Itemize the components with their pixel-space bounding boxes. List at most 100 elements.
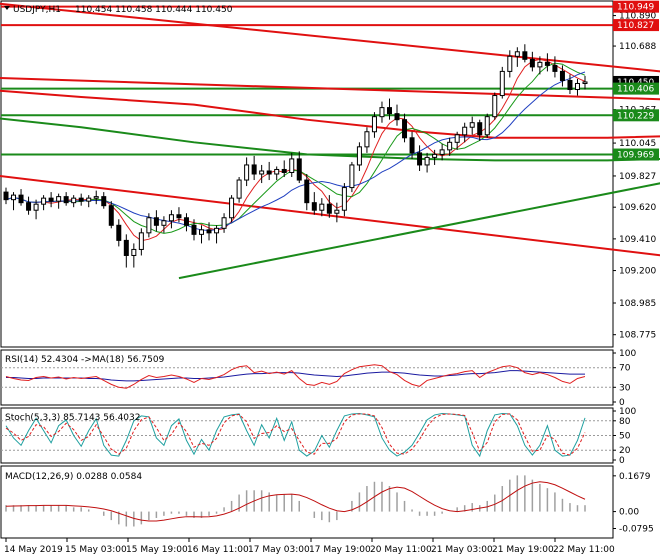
- candle[interactable]: [3, 187, 9, 205]
- candle-body-bull: [319, 203, 325, 211]
- candle[interactable]: [259, 164, 265, 184]
- candle[interactable]: [334, 202, 340, 223]
- candle[interactable]: [341, 183, 347, 217]
- candle[interactable]: [93, 190, 99, 205]
- candle[interactable]: [48, 192, 54, 208]
- candle-body-bull: [41, 197, 47, 205]
- candle[interactable]: [108, 201, 114, 229]
- candle[interactable]: [206, 222, 212, 241]
- candle[interactable]: [477, 119, 483, 141]
- candle[interactable]: [274, 166, 280, 181]
- candle[interactable]: [582, 75, 588, 90]
- main-y-tick-label: 109.410: [619, 235, 656, 245]
- candle[interactable]: [409, 131, 415, 159]
- candle[interactable]: [394, 104, 400, 126]
- candle[interactable]: [86, 195, 92, 208]
- price-tag-box: [613, 148, 659, 161]
- candle[interactable]: [153, 210, 159, 232]
- candle[interactable]: [574, 78, 580, 96]
- candle-body-bull: [447, 141, 453, 151]
- candle[interactable]: [229, 195, 235, 223]
- x-axis-label: 14 May 2019: [4, 545, 63, 555]
- candle[interactable]: [326, 195, 332, 218]
- candle-body-bull: [432, 153, 438, 158]
- candle-body-bear: [552, 64, 558, 72]
- candle[interactable]: [33, 199, 39, 220]
- candle-body-bear: [183, 217, 189, 226]
- candle[interactable]: [462, 122, 468, 143]
- candle[interactable]: [311, 192, 317, 215]
- candle[interactable]: [176, 207, 182, 223]
- candle[interactable]: [244, 157, 250, 187]
- candle[interactable]: [364, 127, 370, 153]
- candle[interactable]: [138, 228, 144, 256]
- candle[interactable]: [214, 225, 220, 244]
- candle[interactable]: [11, 192, 17, 211]
- candle[interactable]: [537, 56, 543, 75]
- macd-panel[interactable]: [0, 465, 614, 539]
- candle[interactable]: [319, 198, 325, 217]
- candle[interactable]: [349, 161, 355, 193]
- candle[interactable]: [63, 192, 69, 206]
- candle[interactable]: [56, 193, 62, 209]
- dropdown-triangle-icon[interactable]: [4, 6, 10, 10]
- candle[interactable]: [131, 243, 137, 268]
- candle[interactable]: [447, 137, 453, 156]
- candle[interactable]: [41, 195, 47, 211]
- candle[interactable]: [78, 193, 84, 206]
- axis-labels-layer: 110.949110.890110.688110.406110.267110.0…: [4, 0, 659, 555]
- candle[interactable]: [183, 213, 189, 232]
- candle[interactable]: [18, 189, 24, 206]
- candle[interactable]: [168, 210, 174, 229]
- candle[interactable]: [379, 101, 385, 123]
- candle[interactable]: [559, 65, 565, 87]
- candle[interactable]: [221, 213, 227, 233]
- candle[interactable]: [522, 44, 528, 63]
- candle[interactable]: [146, 213, 152, 238]
- candle[interactable]: [507, 50, 513, 78]
- candle[interactable]: [544, 53, 550, 72]
- sub-y-tick-label: 0: [619, 456, 625, 466]
- candle[interactable]: [552, 56, 558, 78]
- candle[interactable]: [101, 192, 107, 209]
- candle[interactable]: [161, 216, 167, 233]
- macd-y-tick-label: -0.0795: [619, 525, 654, 535]
- candle[interactable]: [499, 66, 505, 99]
- x-axis-label: 20 May 11:00: [370, 545, 432, 555]
- candle[interactable]: [469, 116, 475, 135]
- candle[interactable]: [417, 145, 423, 171]
- candle[interactable]: [567, 74, 573, 95]
- candle[interactable]: [123, 234, 129, 268]
- candle[interactable]: [356, 142, 362, 171]
- candle[interactable]: [236, 177, 242, 203]
- x-axis-label: 17 May 03:00: [248, 545, 310, 555]
- candle[interactable]: [116, 219, 122, 247]
- candle[interactable]: [492, 92, 498, 120]
- candle[interactable]: [529, 51, 535, 72]
- candle[interactable]: [26, 196, 32, 215]
- candle[interactable]: [296, 151, 302, 184]
- candle[interactable]: [199, 225, 205, 244]
- candle[interactable]: [484, 113, 490, 138]
- candle[interactable]: [402, 113, 408, 143]
- candle[interactable]: [289, 152, 295, 178]
- candle[interactable]: [281, 160, 287, 178]
- candle[interactable]: [251, 155, 257, 181]
- candle[interactable]: [424, 152, 430, 173]
- candle[interactable]: [386, 98, 392, 120]
- candle-body-bear: [409, 137, 415, 154]
- rsi-line: [5, 364, 586, 389]
- candle[interactable]: [371, 112, 377, 138]
- candle[interactable]: [514, 47, 520, 67]
- candle[interactable]: [432, 149, 438, 165]
- candle[interactable]: [266, 161, 272, 181]
- candle[interactable]: [439, 143, 445, 161]
- candle[interactable]: [304, 174, 310, 211]
- candle[interactable]: [454, 131, 460, 150]
- candle-body-bear: [311, 202, 317, 211]
- rsi-panel[interactable]: [0, 349, 614, 406]
- candle[interactable]: [71, 195, 77, 208]
- ohlc-readout: 110.454 110.458 110.444 110.450: [75, 5, 233, 15]
- candle[interactable]: [191, 219, 197, 241]
